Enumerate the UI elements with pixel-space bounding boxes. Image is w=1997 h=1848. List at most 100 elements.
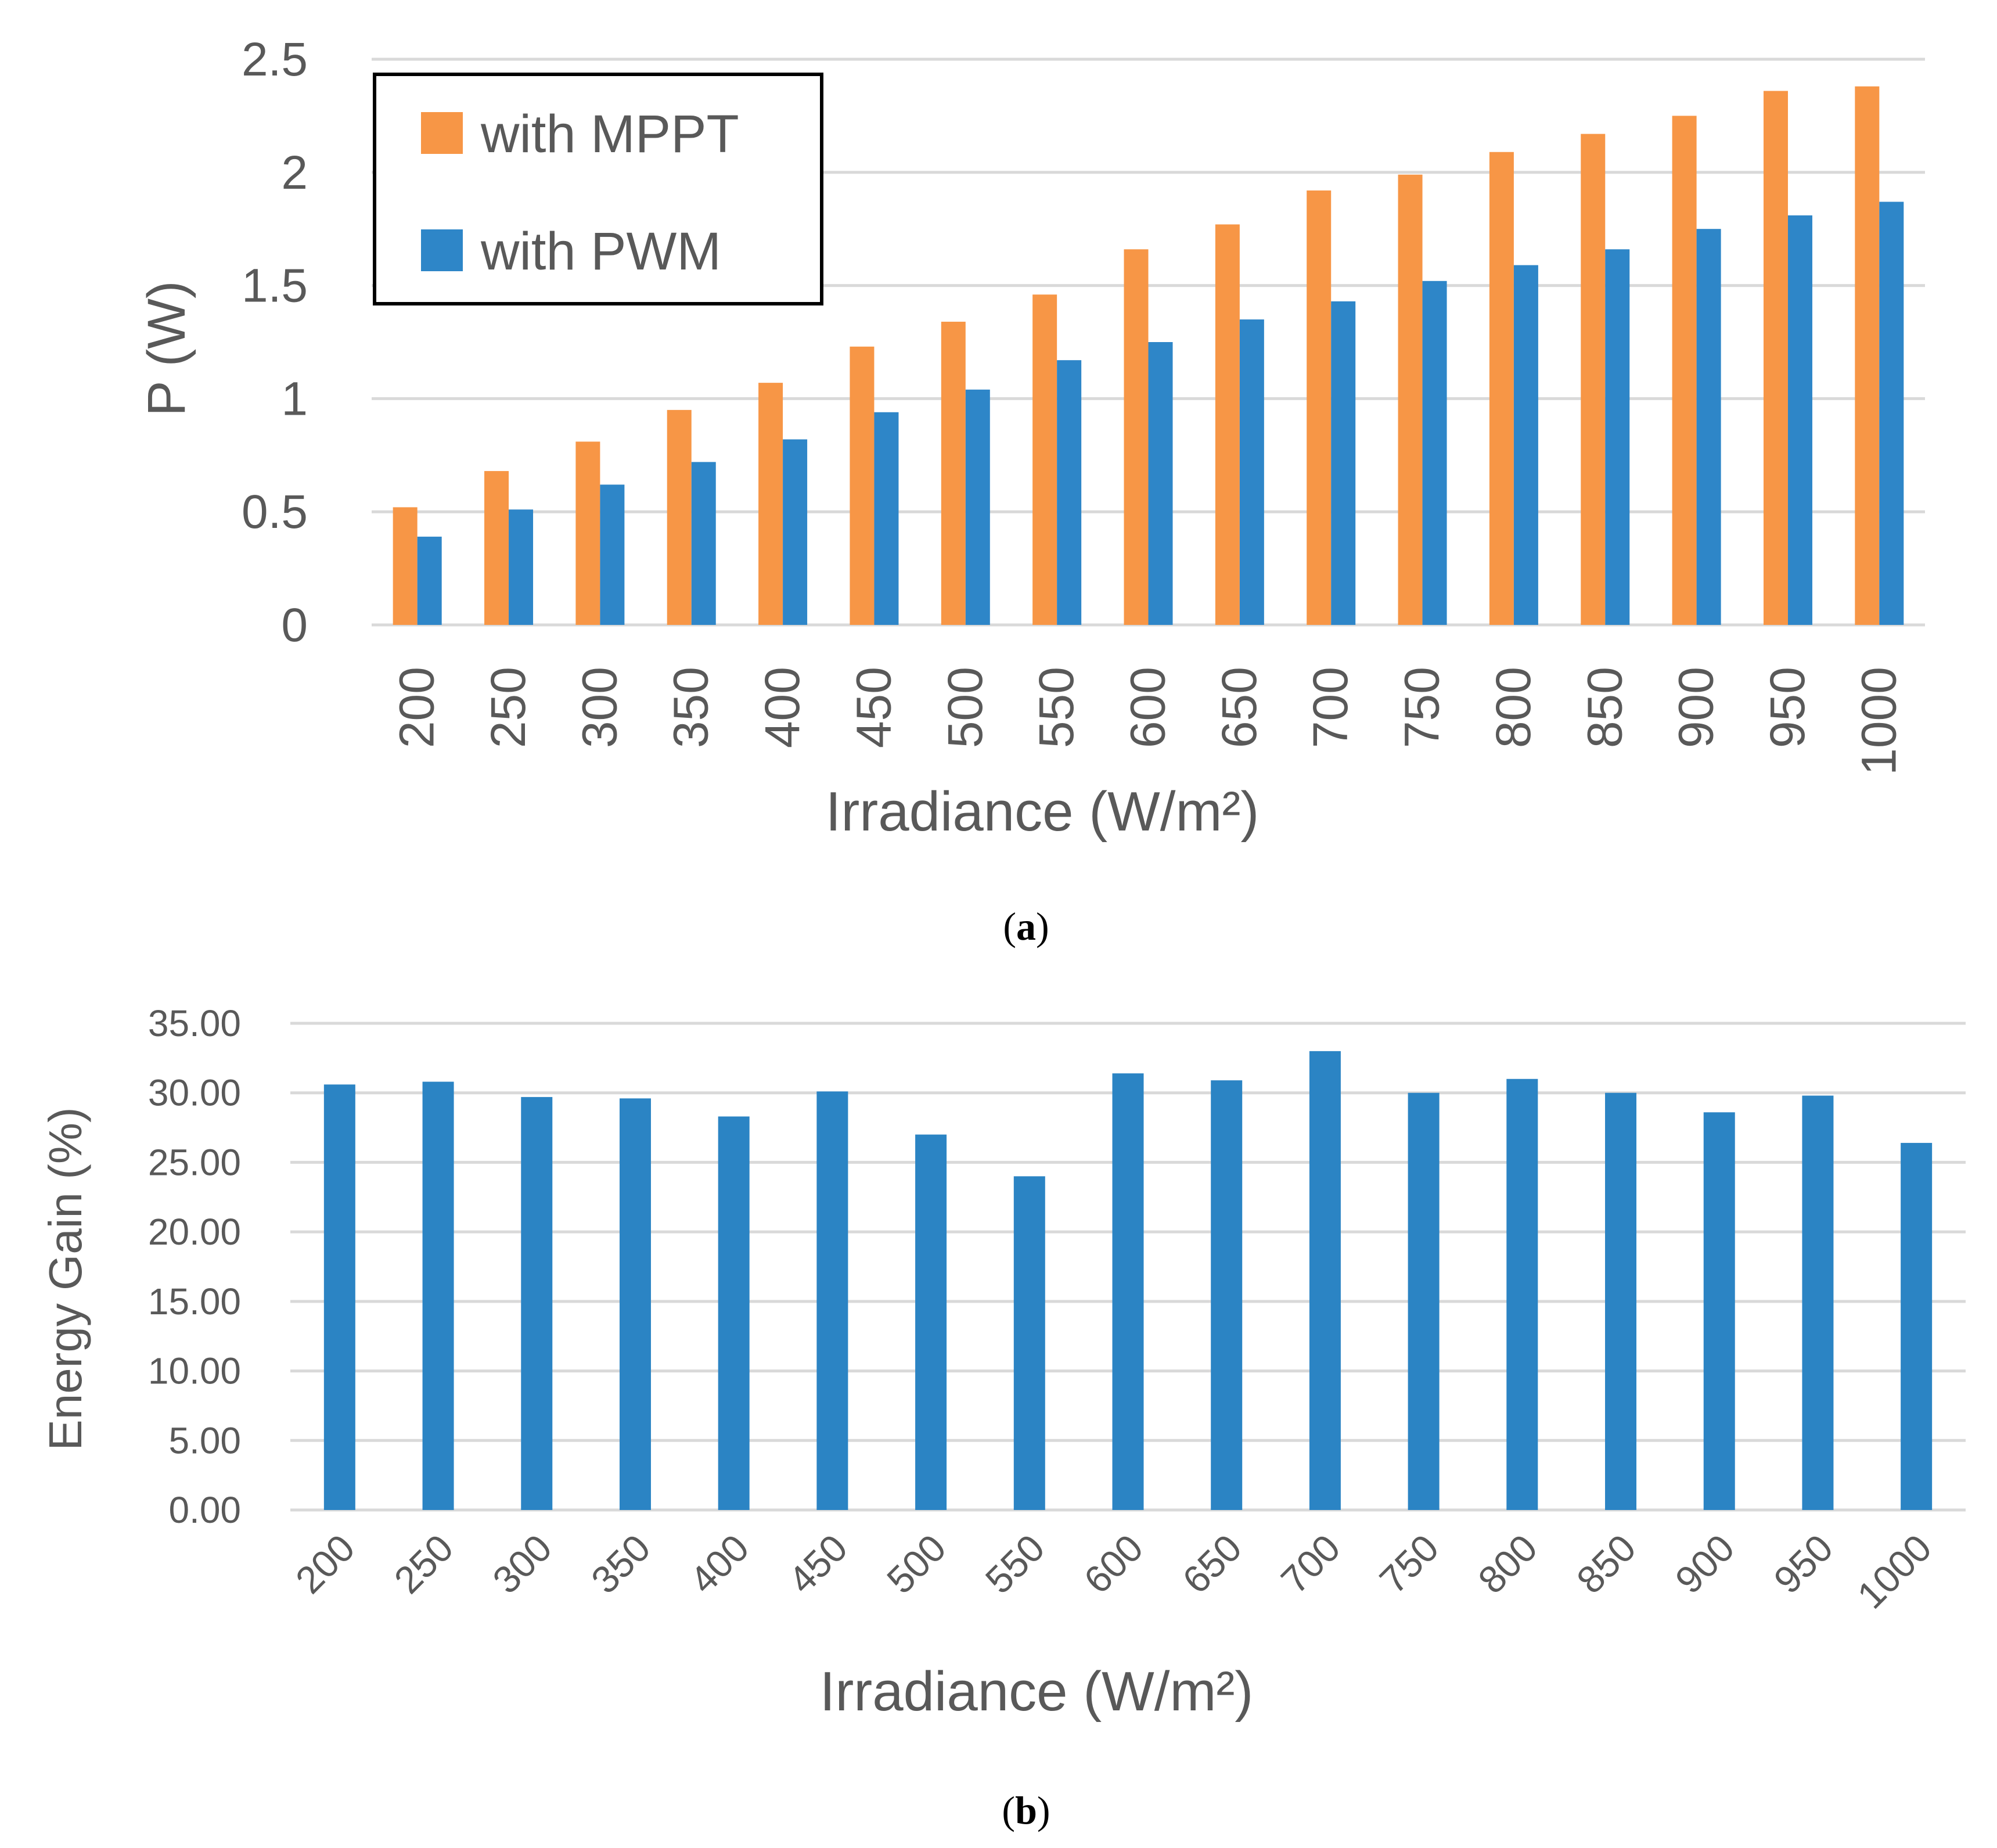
bar-mppt-1000 <box>1855 86 1880 625</box>
bar-gain-400 <box>718 1116 750 1510</box>
chart-b-y-tick: 25.00 <box>148 1141 241 1183</box>
chart-a-x-tick: 750 <box>1395 667 1449 748</box>
chart-b-x-tick: 950 <box>1765 1526 1841 1602</box>
bar-mppt-700 <box>1307 190 1332 625</box>
bar-pwm-200 <box>417 537 442 625</box>
chart-b-x-tick: 650 <box>1174 1526 1250 1602</box>
bar-pwm-850 <box>1605 249 1630 625</box>
chart-a-y-tick: 2.5 <box>242 33 308 86</box>
caption-b-letter: b <box>1015 1788 1037 1832</box>
bar-gain-500 <box>915 1134 947 1510</box>
bar-gain-600 <box>1112 1073 1144 1510</box>
chart-b-y-tick: 5.00 <box>168 1419 241 1461</box>
chart-a-x-tick: 350 <box>664 667 718 748</box>
bar-mppt-450 <box>850 346 875 625</box>
bar-gain-350 <box>619 1098 651 1510</box>
chart-a-x-tick: 1000 <box>1851 667 1906 775</box>
chart-b-x-tick: 350 <box>583 1526 659 1602</box>
bar-gain-200 <box>323 1084 355 1510</box>
bar-pwm-800 <box>1513 265 1538 625</box>
bar-gain-300 <box>521 1096 553 1510</box>
chart-b-x-tick-labels: 200 250 300 350 400 450 500 550 600 650 700 750 800 8… <box>287 1526 1940 1617</box>
chart-a-power: 0 0.5 1 1.5 2 2.5 200 250 300 350 400 450 500 550 600… <box>137 33 1925 948</box>
bar-gain-900 <box>1703 1112 1735 1510</box>
chart-b-x-tick: 500 <box>879 1526 954 1602</box>
chart-b-y-tick: 0.00 <box>168 1489 241 1531</box>
chart-b-y-tick-labels: 0.00 5.00 10.00 15.00 20.00 25.00 30.00 35.00 <box>148 1002 241 1531</box>
chart-a-x-tick: 800 <box>1486 667 1541 748</box>
bar-gain-800 <box>1506 1078 1538 1510</box>
bar-pwm-250 <box>509 509 534 625</box>
caption-b: (b) <box>1002 1788 1050 1832</box>
bar-mppt-650 <box>1215 224 1240 625</box>
chart-b-x-tick: 300 <box>484 1526 560 1602</box>
chart-a-x-tick: 650 <box>1212 667 1266 748</box>
bar-mppt-250 <box>484 471 509 625</box>
bar-gain-450 <box>816 1091 848 1510</box>
chart-a-x-tick: 900 <box>1669 667 1723 748</box>
bar-pwm-400 <box>783 439 808 625</box>
bar-gain-550 <box>1013 1176 1045 1510</box>
chart-b-y-tick: 10.00 <box>148 1350 241 1392</box>
chart-b-x-tick: 800 <box>1470 1526 1545 1602</box>
bar-mppt-400 <box>758 383 783 625</box>
chart-b-x-tick: 750 <box>1371 1526 1447 1602</box>
chart-b-y-tick: 15.00 <box>148 1281 241 1322</box>
chart-a-x-tick: 850 <box>1577 667 1632 748</box>
chart-b-y-tick: 20.00 <box>148 1211 241 1253</box>
bar-pwm-300 <box>600 484 625 625</box>
bar-pwm-700 <box>1331 301 1356 625</box>
chart-a-y-tick: 1.5 <box>242 260 308 312</box>
caption-a-open: ( <box>1003 904 1016 948</box>
chart-a-y-tick: 0 <box>281 599 308 652</box>
caption-a-letter: a <box>1016 904 1036 948</box>
bar-mppt-300 <box>575 441 600 625</box>
legend-swatch-mppt <box>421 112 463 154</box>
bar-mppt-500 <box>941 321 966 625</box>
bar-pwm-350 <box>691 462 716 625</box>
chart-b-y-tick: 30.00 <box>148 1072 241 1114</box>
bar-mppt-950 <box>1763 91 1788 625</box>
bar-pwm-600 <box>1148 342 1173 625</box>
chart-a-x-tick: 550 <box>1029 667 1084 748</box>
chart-b-x-tick: 1000 <box>1849 1526 1940 1617</box>
bar-gain-650 <box>1211 1080 1243 1510</box>
chart-a-x-tick: 300 <box>572 667 627 748</box>
bar-pwm-900 <box>1696 229 1721 625</box>
chart-b-energy-gain: 0.00 5.00 10.00 15.00 20.00 25.00 30.00 35.00 2… <box>39 1002 1966 1832</box>
chart-a-y-axis-title: P (W) <box>137 281 196 416</box>
chart-b-x-tick: 450 <box>780 1526 855 1602</box>
bar-gain-700 <box>1309 1051 1341 1510</box>
chart-b-bars <box>323 1051 1933 1510</box>
caption-a: (a) <box>1003 904 1049 948</box>
chart-b-x-tick: 550 <box>977 1526 1052 1602</box>
bar-gain-850 <box>1605 1092 1637 1510</box>
bar-mppt-850 <box>1581 134 1606 625</box>
bar-pwm-750 <box>1422 281 1447 625</box>
bar-mppt-750 <box>1398 174 1423 625</box>
caption-b-close: ) <box>1037 1788 1050 1832</box>
legend-label-mppt: with MPPT <box>480 105 739 164</box>
bar-gain-950 <box>1802 1095 1834 1510</box>
bar-gain-750 <box>1408 1092 1440 1510</box>
caption-b-open: ( <box>1002 1788 1015 1832</box>
bar-pwm-500 <box>965 389 990 625</box>
bar-mppt-350 <box>667 409 692 625</box>
legend-swatch-pwm <box>421 229 463 271</box>
bar-pwm-1000 <box>1879 202 1904 625</box>
chart-b-x-tick: 250 <box>386 1526 461 1602</box>
bar-mppt-800 <box>1489 152 1514 625</box>
chart-a-y-tick: 1 <box>281 372 308 425</box>
chart-a-x-tick-labels: 200 250 300 350 400 450 500 550 600 650 700 750 800 8… <box>390 667 1906 775</box>
bar-pwm-950 <box>1787 215 1812 625</box>
chart-b-x-axis-title: Irradiance (W/m²) <box>820 1660 1254 1723</box>
chart-a-y-tick: 2 <box>281 146 308 199</box>
bar-mppt-200 <box>393 507 418 625</box>
chart-b-x-tick: 400 <box>681 1526 757 1602</box>
bar-mppt-600 <box>1124 249 1149 625</box>
chart-a-y-tick: 0.5 <box>242 486 308 538</box>
chart-a-y-tick-labels: 0 0.5 1 1.5 2 2.5 <box>242 33 308 652</box>
bar-pwm-550 <box>1057 360 1082 625</box>
chart-a-x-axis-title: Irradiance (W/m²) <box>826 781 1260 843</box>
chart-a-x-tick: 600 <box>1121 667 1175 748</box>
